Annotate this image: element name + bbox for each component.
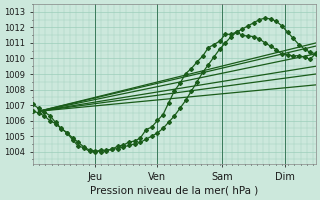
X-axis label: Pression niveau de la mer( hPa ): Pression niveau de la mer( hPa ) <box>90 186 259 196</box>
